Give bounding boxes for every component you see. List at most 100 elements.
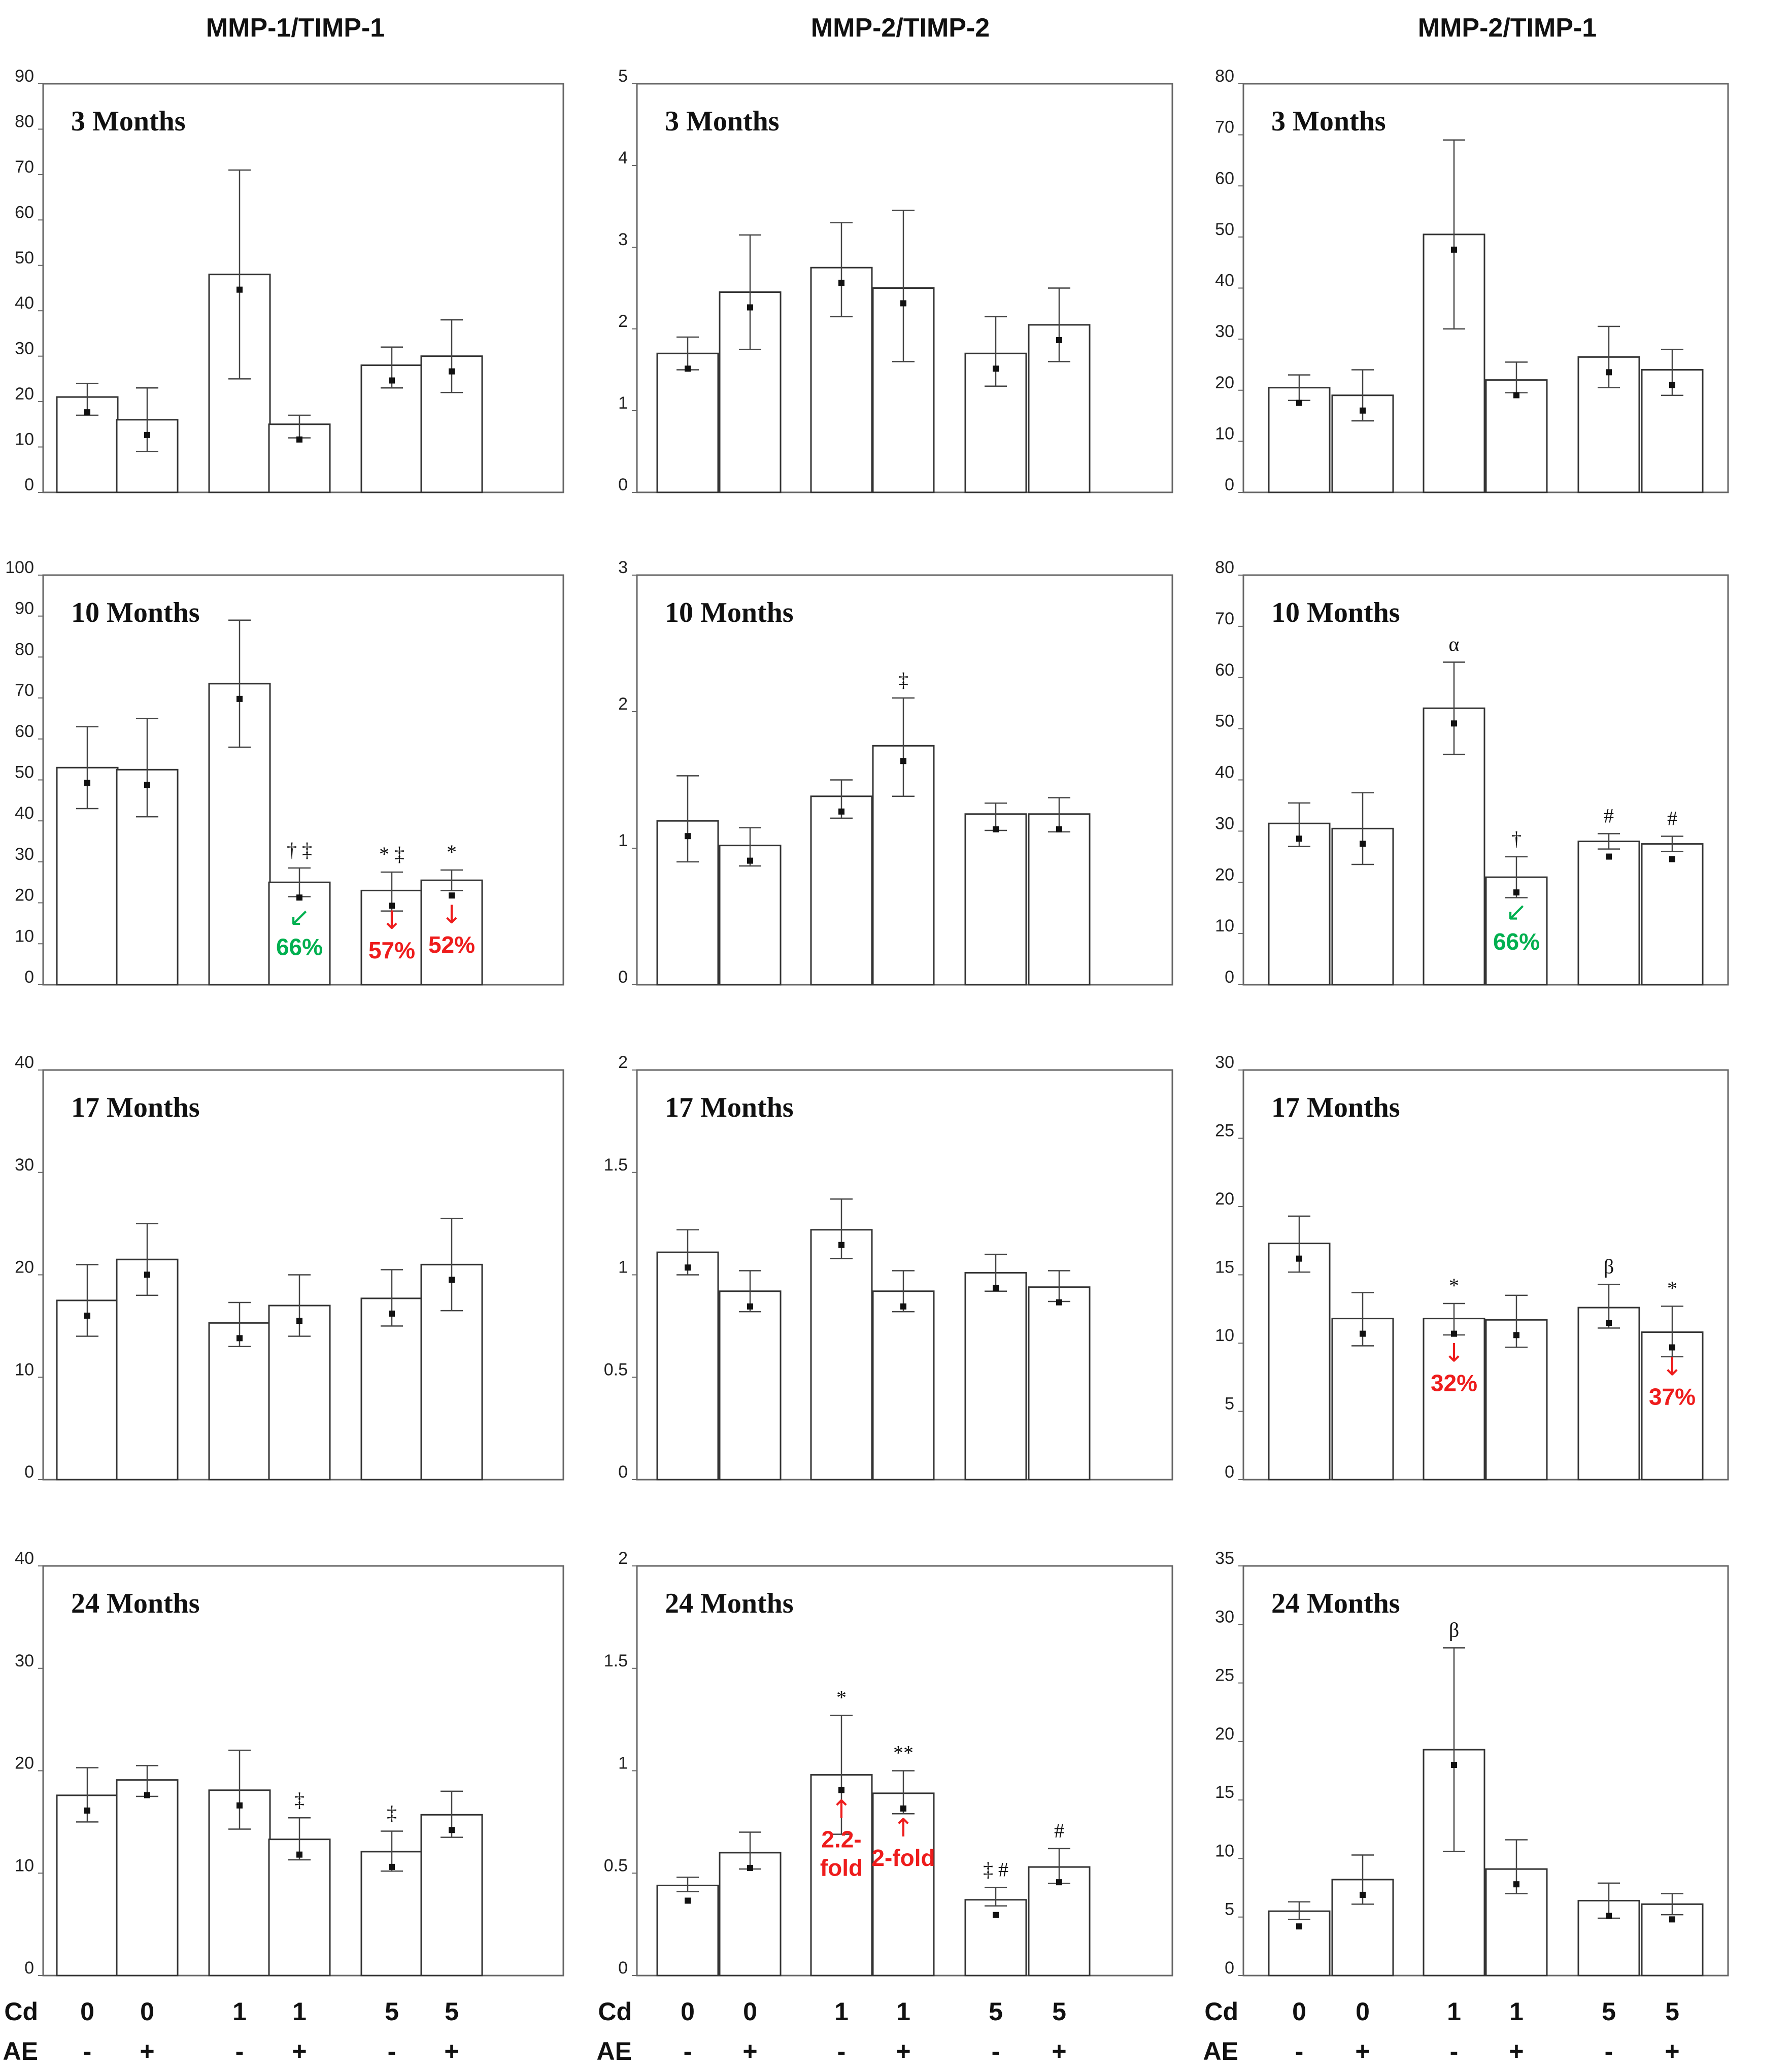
bar — [719, 1852, 782, 1977]
bar — [872, 1792, 935, 1977]
y-tick-label: 0 — [24, 967, 34, 987]
mean-marker — [993, 826, 999, 832]
y-tick-label: 0 — [1225, 475, 1234, 494]
y-tick-label: 1 — [618, 393, 628, 413]
cd-dose-value: 5 — [385, 1997, 399, 2026]
y-tick-label: 70 — [1215, 118, 1234, 137]
mean-marker — [236, 1335, 243, 1342]
mean-marker — [838, 1242, 844, 1248]
significance-marker: ‡ — [294, 1788, 305, 1811]
change-label: 52% — [428, 931, 475, 958]
column-title-mmp2-timp1: MMP-2/TIMP-1 — [1418, 13, 1597, 43]
cd-dose-value: 5 — [1665, 1997, 1679, 2026]
mean-marker — [389, 1863, 395, 1870]
change-label: 66% — [1493, 928, 1540, 955]
mean-marker — [449, 1277, 455, 1283]
significance-marker: * — [1667, 1277, 1677, 1299]
panel-1-1: 0 1 2 3 10 Months ‡ — [618, 558, 1173, 987]
bar — [656, 1251, 719, 1481]
y-tick-label: 30 — [15, 1155, 34, 1175]
mean-marker — [236, 286, 243, 293]
change-label-line2: fold — [820, 1855, 863, 1881]
significance-marker: ‡ — [898, 669, 908, 691]
y-tick-label: 5 — [1225, 1900, 1234, 1919]
ae-row-label: AE — [597, 2037, 632, 2065]
mean-marker — [1451, 720, 1457, 727]
y-tick-label: 40 — [1215, 271, 1234, 290]
mean-marker — [685, 833, 691, 840]
cd-dose-value: 5 — [1052, 1997, 1066, 2026]
ae-treatment-value: + — [742, 2037, 757, 2065]
y-tick-label: 35 — [1215, 1549, 1234, 1568]
significance-marker: # — [1054, 1819, 1064, 1842]
significance-marker: # — [1604, 804, 1614, 827]
mean-marker — [1360, 407, 1366, 414]
significance-marker: β — [1604, 1255, 1614, 1278]
x-axis-labels: Cd AE 0 - 0 +1 - 1 +5 - 5 + Cd AE 0 - 0 +1 - 1 +5 - 5 + Cd AE 0 - 0 +… — [3, 1997, 1680, 2065]
bar — [1577, 841, 1640, 986]
mean-marker — [1296, 1255, 1302, 1262]
panel-title: 17 Months — [1271, 1092, 1400, 1123]
mean-marker — [1296, 836, 1302, 842]
y-tick-label: 3 — [618, 558, 628, 577]
y-tick-label: 40 — [15, 1549, 34, 1568]
cd-dose-value: 5 — [1602, 1997, 1616, 2026]
column-title-mmp2-timp2: MMP-2/TIMP-2 — [811, 13, 990, 43]
mean-marker — [993, 365, 999, 372]
y-tick-label: 0 — [24, 1462, 34, 1482]
change-label: 37% — [1649, 1383, 1696, 1410]
mean-marker — [1669, 1916, 1675, 1923]
mean-marker — [84, 409, 90, 416]
mean-marker — [449, 892, 455, 899]
panel-title: 10 Months — [1271, 597, 1400, 628]
y-tick-label: 2 — [618, 694, 628, 714]
bar — [360, 1851, 423, 1977]
mean-marker — [900, 758, 906, 764]
y-tick-label: 0 — [1225, 967, 1234, 987]
mean-marker — [993, 1912, 999, 1918]
y-tick-label: 70 — [15, 681, 34, 700]
panel-1-0: 0 1 2 3 4 5 3 Months — [618, 66, 1173, 494]
y-tick-label: 80 — [1215, 66, 1234, 86]
panel-title: 17 Months — [665, 1092, 794, 1123]
ae-treatment-value: - — [1605, 2037, 1613, 2065]
panel-title: 3 Months — [665, 106, 780, 137]
change-arrow: ↙ — [1506, 897, 1527, 926]
y-tick-label: 30 — [15, 339, 34, 358]
y-tick-label: 4 — [618, 148, 628, 168]
y-tick-label: 100 — [5, 558, 34, 577]
cd-dose-value: 0 — [140, 1997, 154, 2026]
panel-0-2: 0 10 20 30 40 17 Months — [15, 1053, 564, 1482]
y-tick-label: 5 — [618, 66, 628, 86]
y-tick-label: 10 — [15, 430, 34, 449]
ae-treatment-value: - — [837, 2037, 846, 2065]
y-tick-label: 40 — [15, 804, 34, 823]
y-tick-label: 20 — [15, 886, 34, 905]
y-tick-label: 50 — [15, 763, 34, 782]
bar — [964, 813, 1027, 986]
mean-marker — [1056, 826, 1062, 832]
y-tick-label: 50 — [15, 248, 34, 268]
cd-row-label: Cd — [4, 1997, 38, 2026]
panel-2-0: 0 10 20 30 40 50 60 70 80 3 Months — [1215, 66, 1729, 494]
mean-marker — [1360, 1891, 1366, 1898]
mean-marker — [747, 857, 753, 864]
y-tick-label: 20 — [15, 1258, 34, 1277]
y-tick-label: 2 — [618, 1549, 628, 1568]
y-tick-label: 1 — [618, 1258, 628, 1277]
ae-treatment-value: + — [1665, 2037, 1679, 2065]
cd-dose-value: 0 — [1292, 1997, 1306, 2026]
y-tick-label: 0 — [24, 475, 34, 494]
mean-marker — [84, 1807, 90, 1814]
panel-title: 24 Months — [1271, 1588, 1400, 1619]
y-tick-label: 70 — [15, 157, 34, 177]
bar — [1423, 1318, 1485, 1481]
significance-marker: α — [1449, 632, 1460, 655]
cd-dose-value: 5 — [445, 1997, 459, 2026]
cd-row-label: Cd — [598, 1997, 632, 2026]
bar — [116, 1258, 179, 1481]
y-tick-label: 5 — [1225, 1394, 1234, 1414]
cd-dose-value: 1 — [1447, 1997, 1461, 2026]
significance-marker: * — [836, 1686, 847, 1709]
